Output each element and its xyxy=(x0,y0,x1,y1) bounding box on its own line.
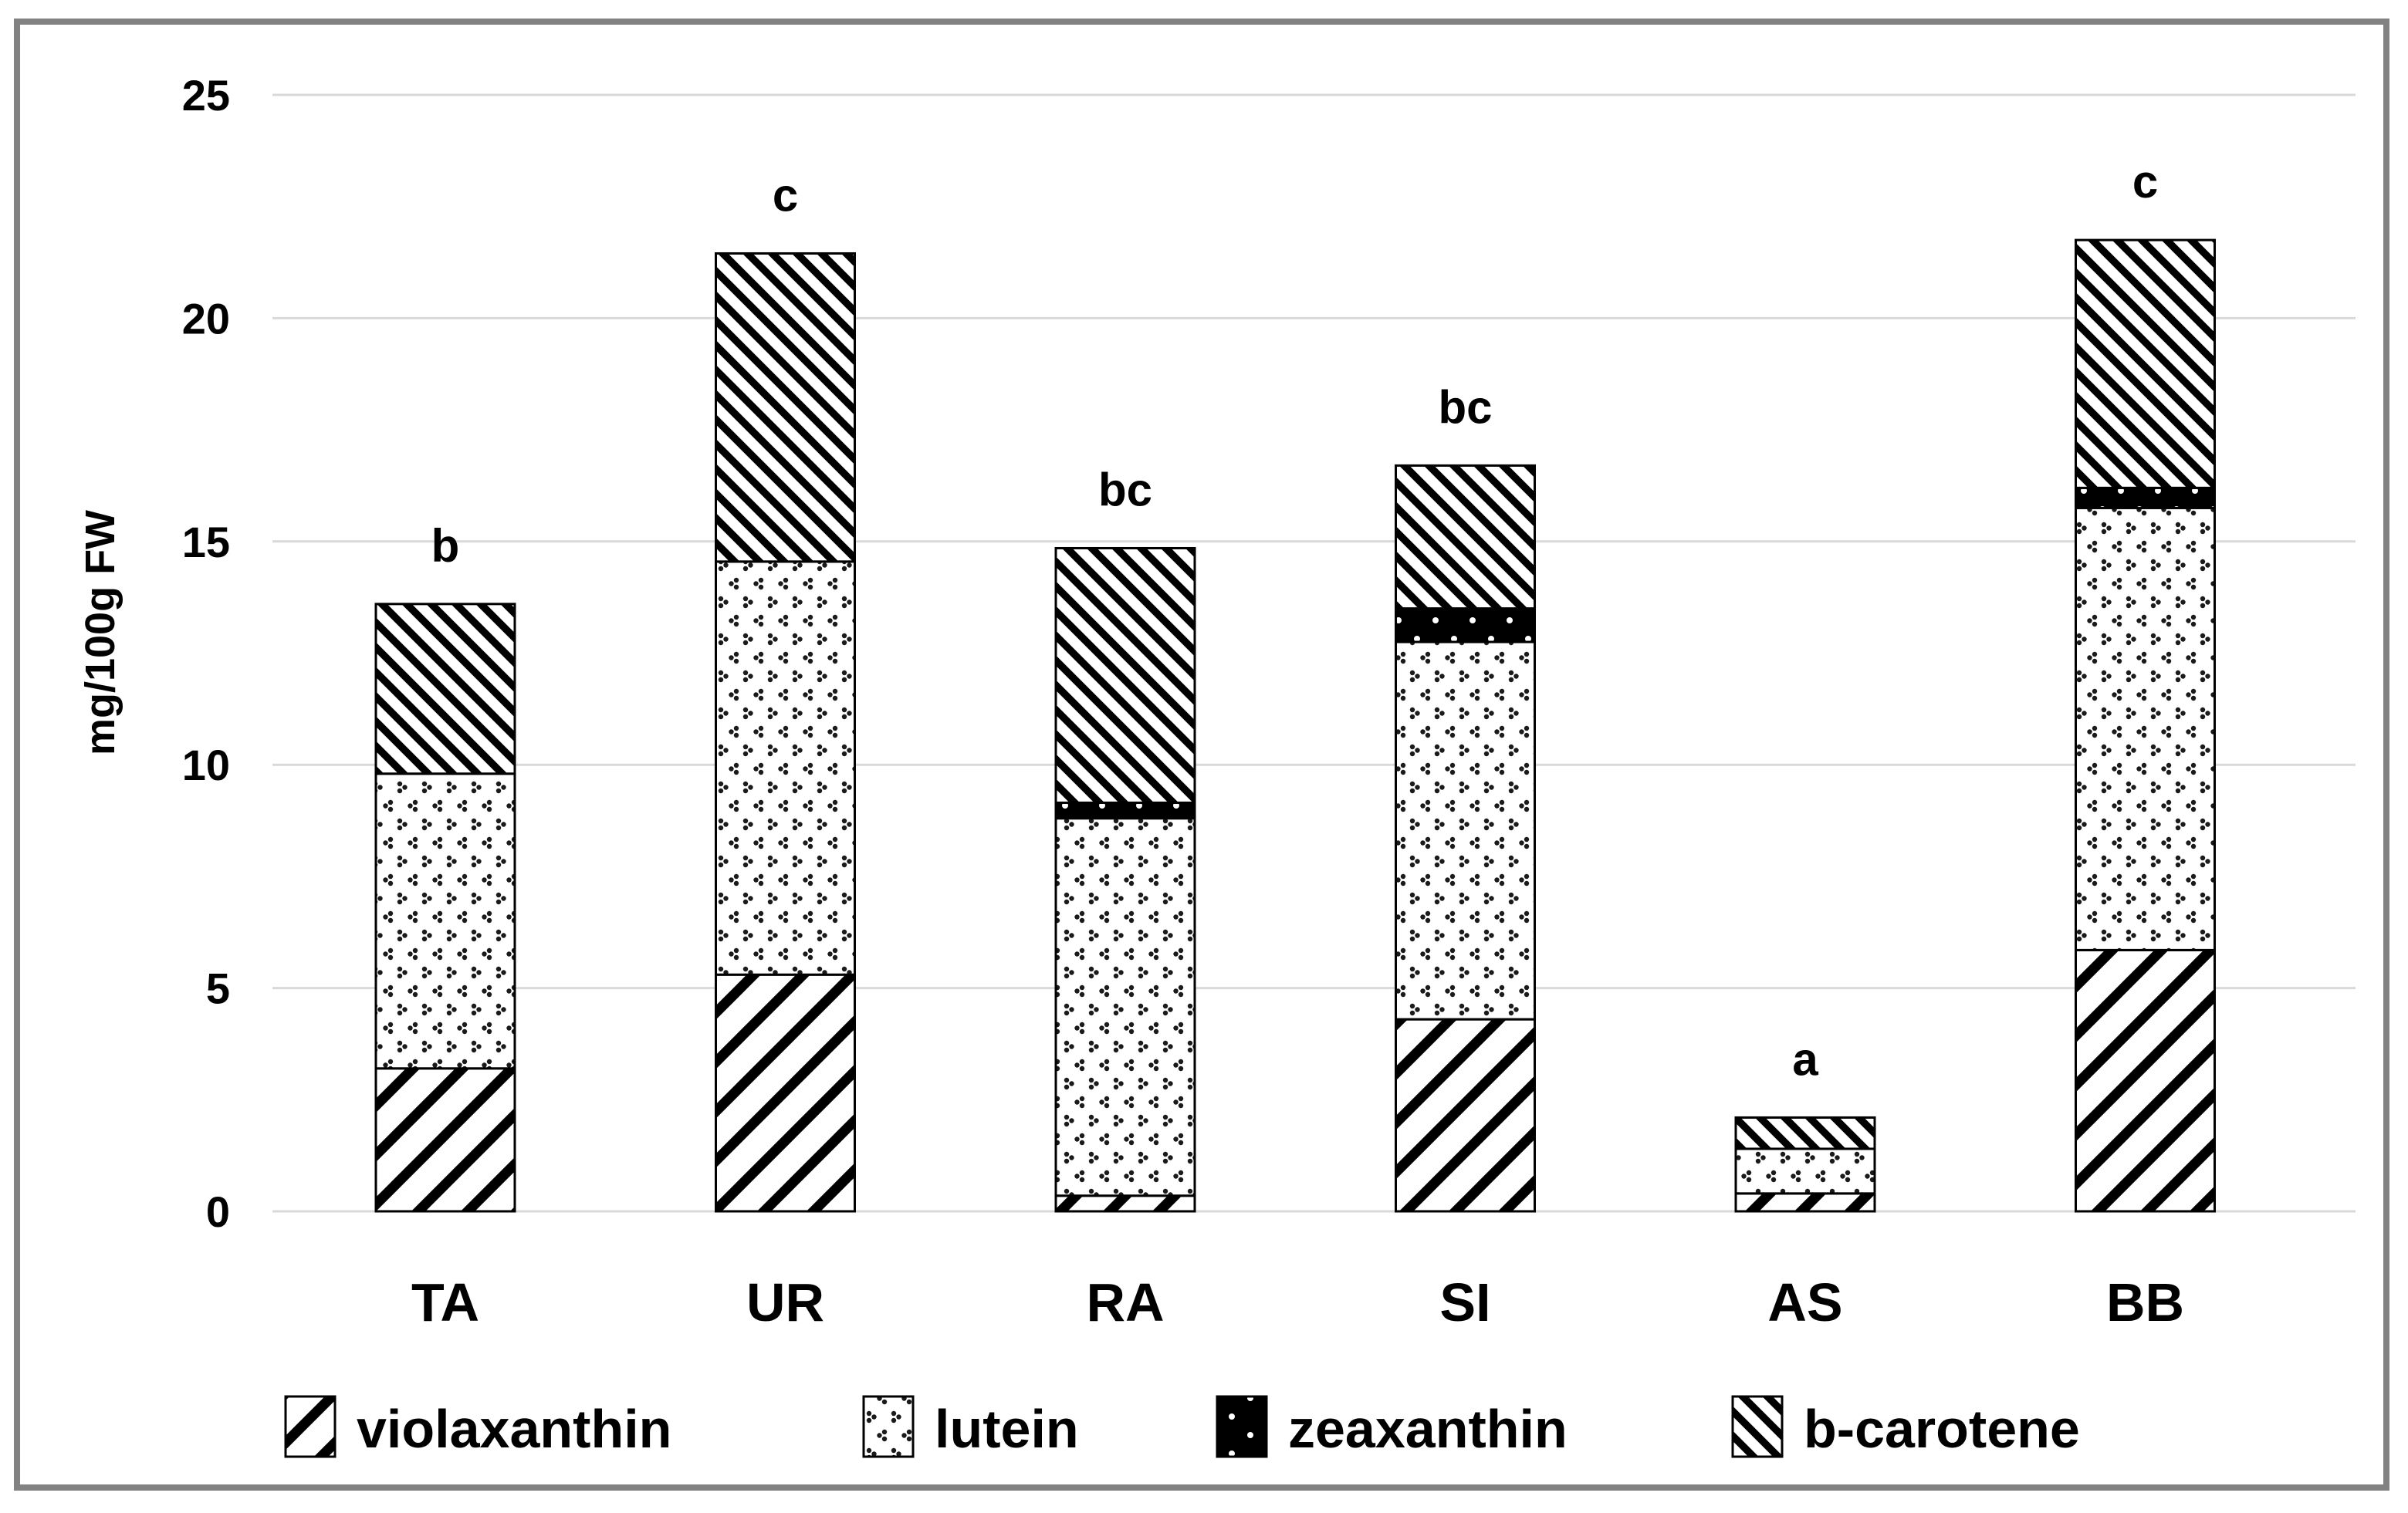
bar-segment-TA-b-carotene xyxy=(374,603,516,775)
bar-segment-TA-lutein xyxy=(374,772,516,1070)
bar-segment-AS-b-carotene xyxy=(1734,1116,1876,1150)
legend-swatch-b-carotene xyxy=(1731,1395,1784,1458)
legend-swatch-violaxanthin xyxy=(284,1395,337,1458)
x-axis-label-BB: BB xyxy=(2106,1272,2184,1332)
significance-letter-AS: a xyxy=(1792,1033,1818,1085)
legend-label-lutein: lutein xyxy=(935,1399,1079,1459)
bar-segment-RA-violaxanthin xyxy=(1054,1194,1196,1213)
bar-segment-SI-violaxanthin xyxy=(1395,1018,1536,1213)
y-tick-label: 20 xyxy=(182,294,230,343)
significance-letter-RA: bc xyxy=(1098,464,1152,515)
y-axis-title: mg/100g FW xyxy=(77,510,123,755)
bar-segment-BB-lutein xyxy=(2075,506,2216,951)
bar-segment-BB-zeaxanthin xyxy=(2075,486,2216,509)
significance-letter-SI: bc xyxy=(1438,381,1492,433)
gridlines xyxy=(272,93,2356,1213)
figure-border xyxy=(14,19,2389,1491)
x-axis-label-UR: UR xyxy=(746,1272,824,1332)
legend-label-zeaxanthin: zeaxanthin xyxy=(1288,1399,1568,1459)
bar-segment-AS-lutein xyxy=(1734,1147,1876,1195)
bar-segment-RA-b-carotene xyxy=(1054,546,1196,804)
x-axis-labels: TA UR RA SI AS BB xyxy=(411,1272,2184,1332)
bar-segment-UR-lutein xyxy=(715,560,856,976)
legend-swatch-zeaxanthin xyxy=(1216,1395,1268,1458)
y-tick-label: 0 xyxy=(206,1187,230,1236)
legend: violaxanthin lutein zeaxanthin b-carotene xyxy=(284,1395,2080,1459)
bar-segment-RA-zeaxanthin xyxy=(1054,801,1196,820)
bar-segment-SI-b-carotene xyxy=(1395,464,1536,610)
x-axis-label-TA: TA xyxy=(411,1272,479,1332)
bar-segment-UR-violaxanthin xyxy=(715,973,856,1213)
x-axis-label-SI: SI xyxy=(1439,1272,1490,1332)
significance-letter-BB: c xyxy=(2132,156,2158,208)
bar-segment-TA-violaxanthin xyxy=(374,1067,516,1213)
y-tick-label: 15 xyxy=(182,518,230,566)
bars xyxy=(374,238,2216,1213)
bar-segment-UR-b-carotene xyxy=(715,252,856,563)
x-axis-label-AS: AS xyxy=(1767,1272,1842,1332)
significance-letter-UR: c xyxy=(773,169,798,221)
y-tick-label: 5 xyxy=(206,964,230,1013)
bar-segment-SI-zeaxanthin xyxy=(1395,607,1536,643)
bar-segment-AS-violaxanthin xyxy=(1734,1192,1876,1213)
significance-letter-TA: b xyxy=(431,520,460,572)
y-axis-tick-labels: 0 5 10 15 20 25 xyxy=(182,71,230,1236)
bar-segment-BB-b-carotene xyxy=(2075,238,2216,489)
x-axis-label-RA: RA xyxy=(1086,1272,1164,1332)
legend-label-violaxanthin: violaxanthin xyxy=(357,1399,671,1459)
y-tick-label: 10 xyxy=(182,741,230,789)
legend-swatch-lutein xyxy=(862,1395,915,1458)
y-tick-label: 25 xyxy=(182,71,230,120)
bar-segment-BB-violaxanthin xyxy=(2075,948,2216,1213)
bar-segment-SI-lutein xyxy=(1395,640,1536,1021)
bar-segment-RA-lutein xyxy=(1054,817,1196,1197)
legend-label-b-carotene: b-carotene xyxy=(1804,1399,2080,1459)
